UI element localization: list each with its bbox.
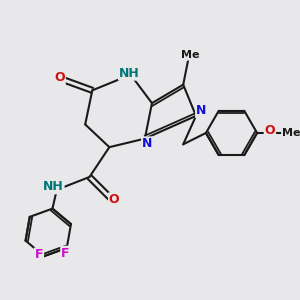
Text: O: O: [54, 71, 65, 84]
Text: NH: NH: [43, 180, 64, 194]
Text: N: N: [196, 104, 206, 117]
Text: Me: Me: [282, 128, 300, 138]
Text: NH: NH: [119, 67, 140, 80]
Text: Me: Me: [181, 50, 200, 60]
Text: F: F: [61, 247, 70, 260]
Text: N: N: [142, 137, 152, 150]
Text: O: O: [109, 193, 119, 206]
Text: O: O: [265, 124, 275, 136]
Text: F: F: [35, 248, 43, 261]
